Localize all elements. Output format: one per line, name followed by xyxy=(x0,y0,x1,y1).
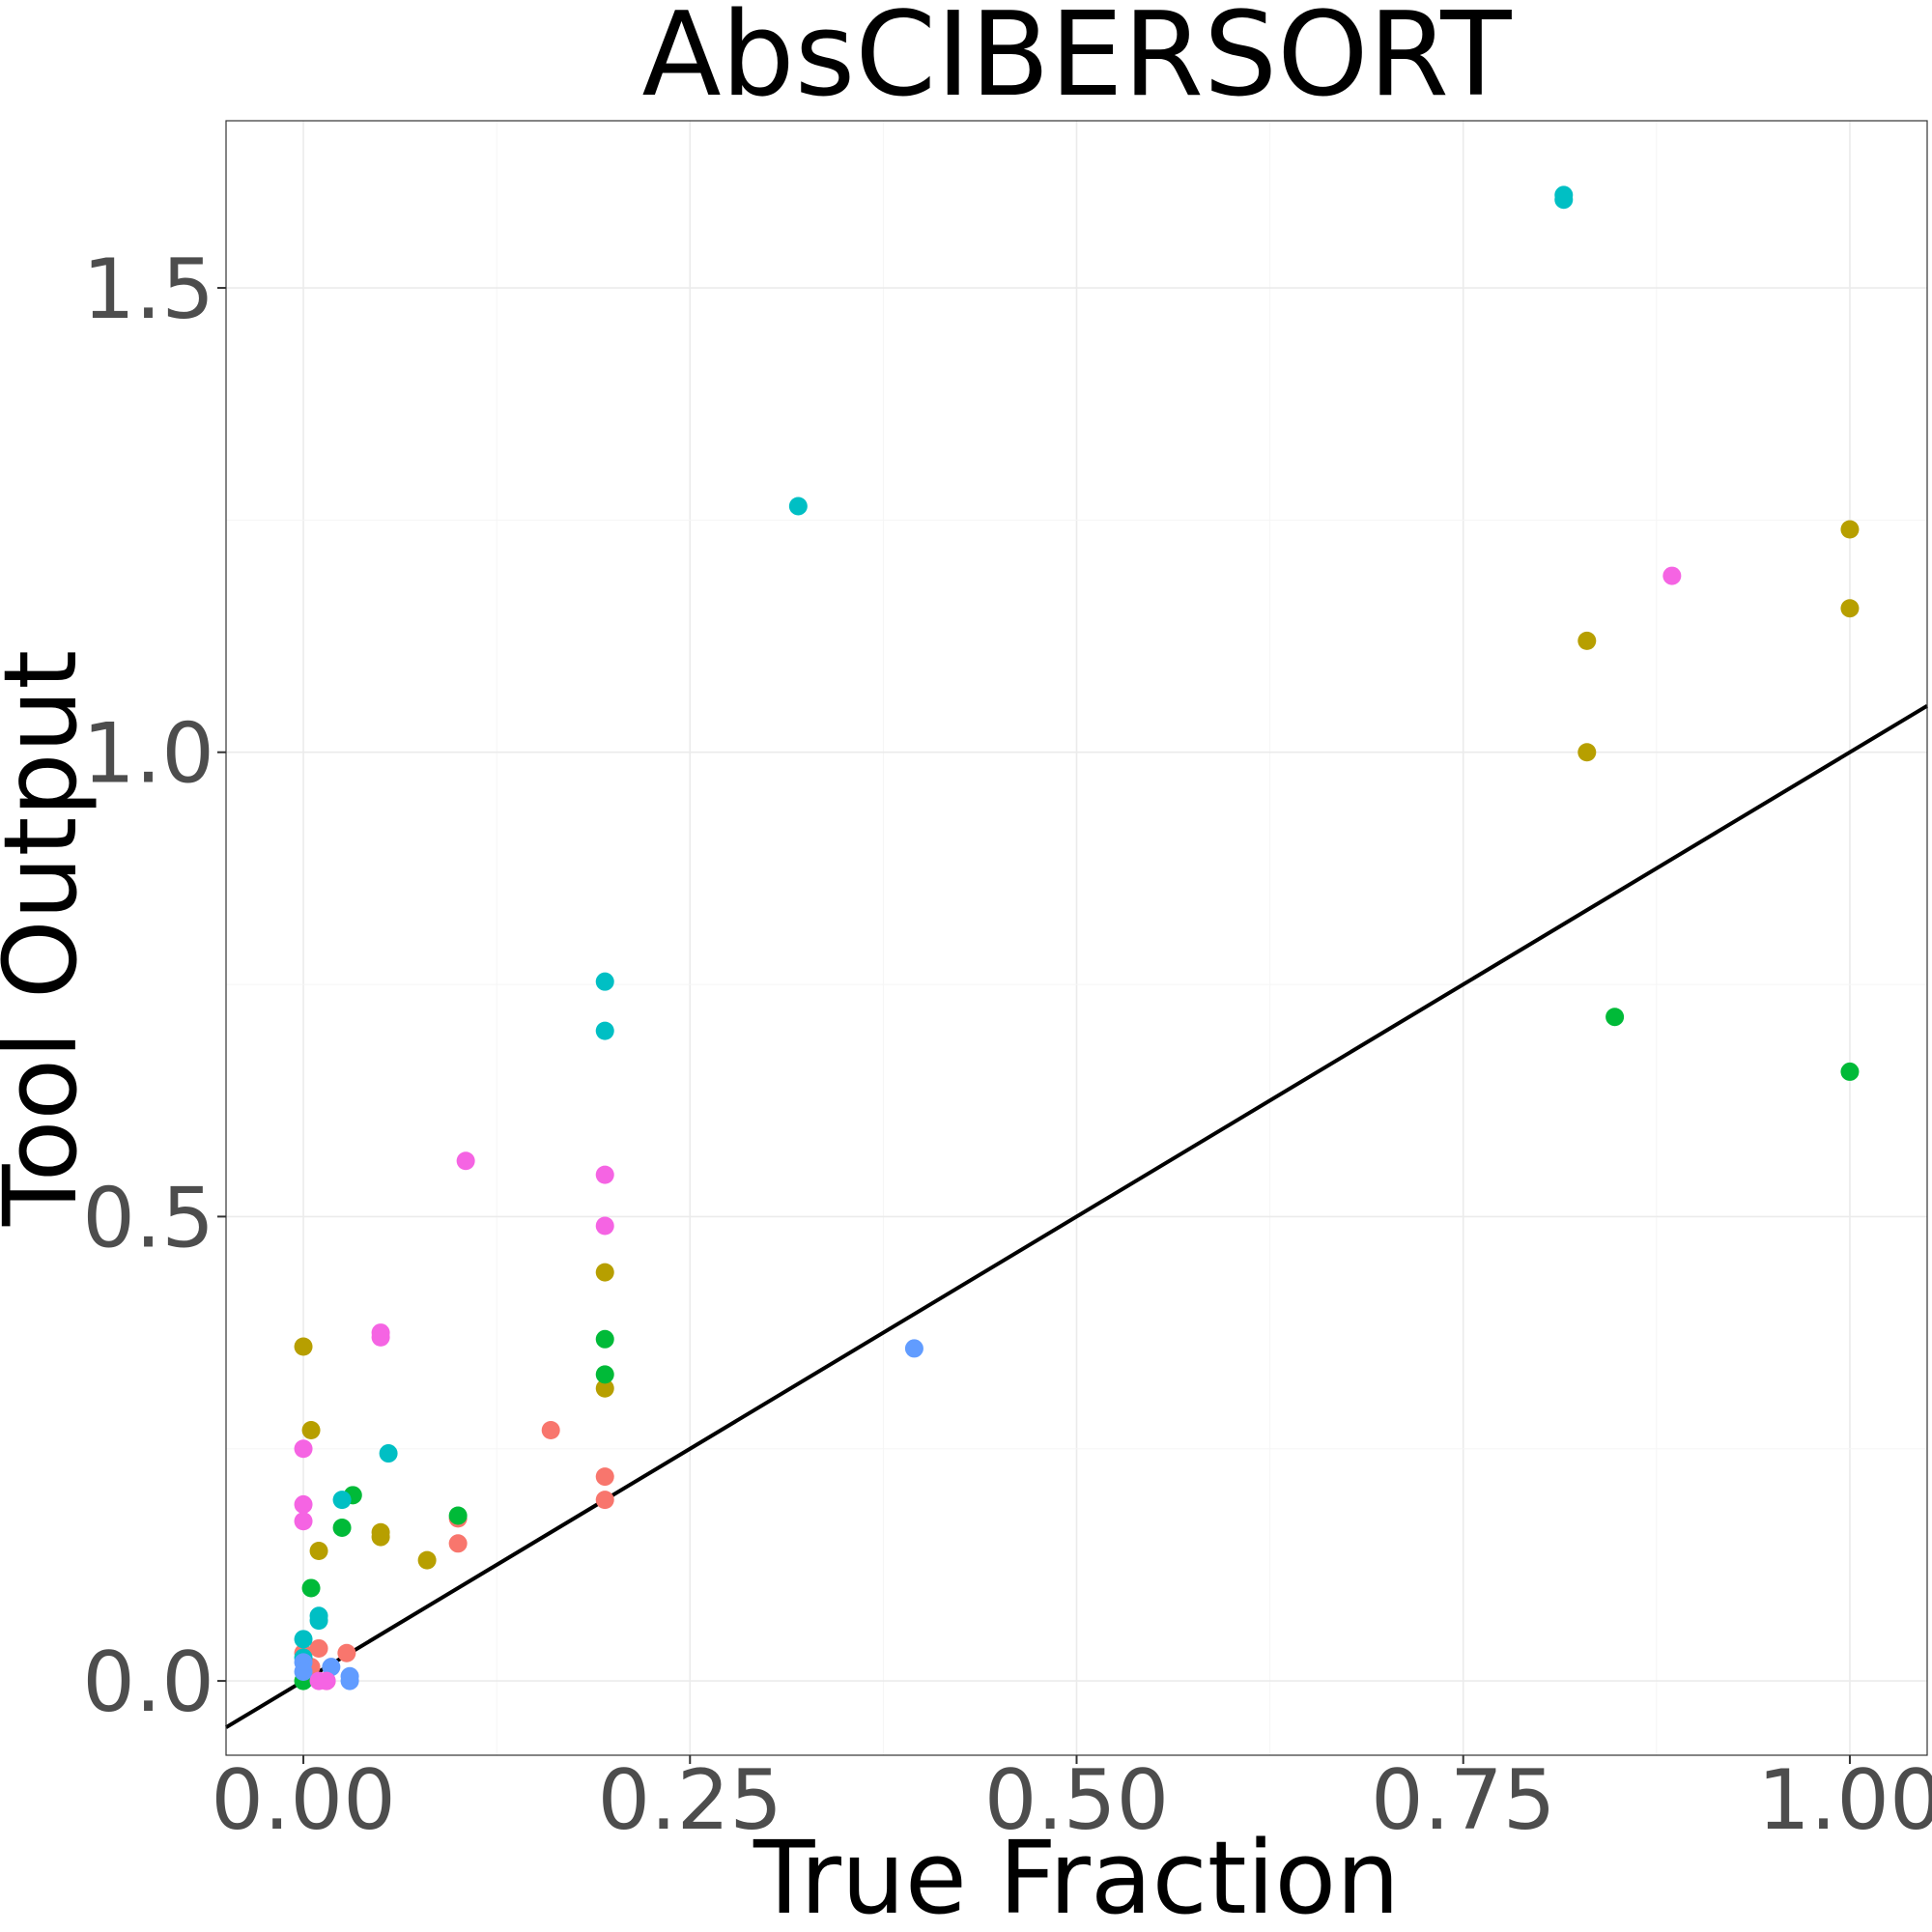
x-tick-label: 1.00 xyxy=(1757,1752,1932,1849)
data-point xyxy=(1840,1062,1860,1081)
data-point xyxy=(294,1512,313,1531)
data-point xyxy=(595,1491,614,1510)
x-tick-label: 0.50 xyxy=(984,1752,1169,1849)
data-point xyxy=(595,1329,614,1349)
data-point xyxy=(595,1365,614,1384)
data-point xyxy=(309,1606,328,1626)
data-point xyxy=(309,1638,328,1658)
data-point xyxy=(294,1337,313,1356)
chart-title: AbsCIBERSORT xyxy=(641,0,1512,123)
data-point xyxy=(904,1339,923,1358)
y-tick-label: 0.0 xyxy=(82,1634,214,1731)
data-point xyxy=(294,1439,313,1459)
identity-line xyxy=(224,703,1929,1729)
series-4 xyxy=(294,1339,923,1690)
data-point xyxy=(1554,190,1574,210)
data-point xyxy=(448,1506,468,1525)
data-point xyxy=(294,1494,313,1514)
data-point xyxy=(371,1327,390,1347)
x-tick-label: 0.25 xyxy=(598,1752,782,1849)
grid-lines xyxy=(226,121,1927,1755)
y-axis-title: Tool Output xyxy=(0,650,99,1227)
y-tick-label: 1.5 xyxy=(82,242,214,338)
data-point xyxy=(340,1671,359,1690)
data-points xyxy=(294,185,1860,1690)
data-point xyxy=(301,1421,321,1440)
data-point xyxy=(322,1658,341,1677)
data-point xyxy=(379,1444,398,1463)
series-0 xyxy=(294,1421,614,1690)
y-axis-ticks: 0.0 0.5 1.0 1.5 xyxy=(82,242,226,1731)
data-point xyxy=(595,1263,614,1282)
series-3 xyxy=(294,185,1574,1667)
x-tick-label: 0.00 xyxy=(211,1752,395,1849)
data-point xyxy=(332,1518,352,1537)
data-point xyxy=(448,1534,468,1553)
data-point xyxy=(309,1542,328,1560)
series-1 xyxy=(294,520,1860,1570)
x-tick-label: 0.75 xyxy=(1371,1752,1555,1849)
data-point xyxy=(1577,631,1597,650)
y-tick-label: 1.0 xyxy=(82,706,214,803)
y-tick-label: 0.5 xyxy=(82,1170,214,1266)
x-axis-title: True Fraction xyxy=(753,1819,1400,1932)
data-point xyxy=(337,1643,356,1662)
x-axis-ticks: 0.00 0.25 0.50 0.75 1.00 xyxy=(211,1752,1932,1849)
data-point xyxy=(332,1491,352,1510)
data-point xyxy=(1577,743,1597,762)
data-point xyxy=(541,1421,560,1440)
data-point xyxy=(595,1021,614,1040)
data-point xyxy=(294,1630,313,1649)
series-5 xyxy=(294,566,1682,1690)
data-point xyxy=(1605,1008,1625,1027)
data-point xyxy=(301,1578,321,1598)
data-point xyxy=(595,1378,614,1398)
data-point xyxy=(595,972,614,991)
data-point xyxy=(595,1467,614,1487)
data-point xyxy=(788,497,808,516)
data-point xyxy=(371,1527,390,1547)
data-point xyxy=(456,1151,475,1171)
data-point xyxy=(317,1671,336,1690)
data-point xyxy=(595,1216,614,1236)
data-point xyxy=(1840,520,1860,539)
reference-line-group xyxy=(224,703,1929,1729)
data-point xyxy=(1662,566,1682,585)
data-point xyxy=(1840,599,1860,618)
data-point xyxy=(294,1662,313,1681)
data-point xyxy=(595,1165,614,1184)
data-point xyxy=(417,1550,437,1570)
